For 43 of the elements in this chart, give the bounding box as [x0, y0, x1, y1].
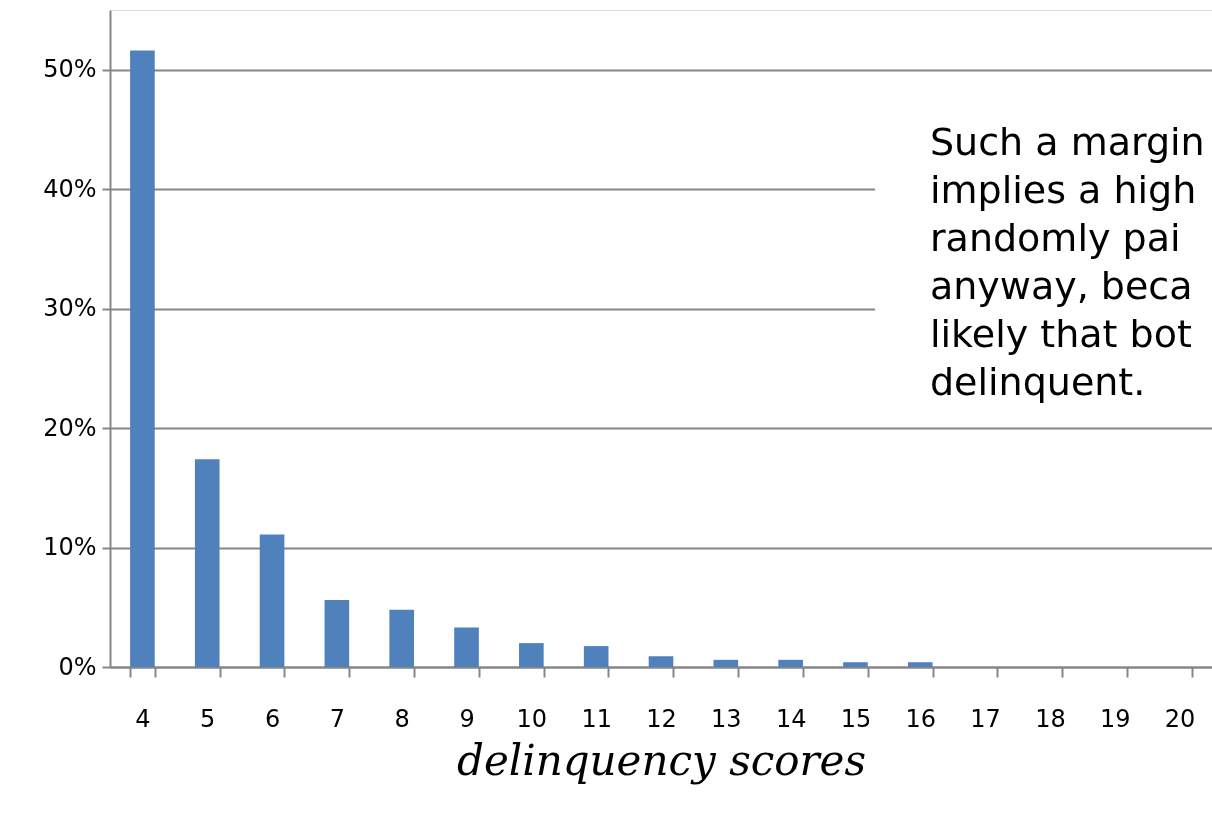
x-tick-label: 9 — [459, 704, 475, 733]
x-tick-label: 4 — [135, 704, 151, 733]
x-tick-label: 15 — [840, 704, 872, 733]
x-tick-label: 17 — [970, 704, 1001, 733]
bar — [519, 643, 544, 667]
x-tick-label: 13 — [711, 704, 742, 733]
x-tick-label: 16 — [905, 704, 937, 733]
annotation: delinquent. — [930, 360, 1146, 404]
x-tick-label: 12 — [646, 704, 677, 733]
y-tick-label: 0% — [58, 652, 97, 681]
x-tick-label: 20 — [1164, 704, 1196, 733]
y-tick-label: 30% — [43, 294, 97, 323]
y-tick-label: 10% — [43, 533, 97, 562]
bar — [583, 646, 609, 667]
x-tick-label: 19 — [1099, 704, 1131, 733]
x-tick-label: 8 — [394, 704, 410, 733]
x-tick-label: 6 — [264, 704, 281, 733]
annotation: anyway, beca — [930, 264, 1193, 308]
bar — [259, 534, 285, 667]
bar — [907, 662, 933, 667]
y-tick-label: 20% — [43, 413, 97, 442]
x-tick-label: 14 — [775, 704, 807, 733]
x-tick-label: 18 — [1035, 704, 1066, 733]
bar — [130, 50, 155, 667]
bar — [713, 659, 739, 667]
x-tick-label: 11 — [581, 704, 612, 733]
bar — [454, 627, 479, 667]
bar — [778, 659, 803, 667]
annotation: likely that bot — [930, 312, 1192, 356]
x-axis-title: delinquency scores — [457, 735, 866, 785]
x-tick-label: 10 — [516, 704, 548, 733]
annotation: implies a high — [930, 168, 1197, 212]
y-tick-label: 50% — [43, 55, 97, 84]
y-tick-label: 40% — [43, 174, 97, 203]
bar — [843, 662, 868, 667]
bar — [194, 459, 220, 667]
bar — [389, 609, 415, 667]
annotation: Such a margin — [930, 120, 1205, 164]
x-tick-label: 7 — [329, 704, 346, 733]
bar — [324, 600, 350, 667]
bar — [648, 656, 674, 667]
x-tick-label: 5 — [200, 704, 216, 733]
annotation: randomly pai — [930, 216, 1181, 260]
